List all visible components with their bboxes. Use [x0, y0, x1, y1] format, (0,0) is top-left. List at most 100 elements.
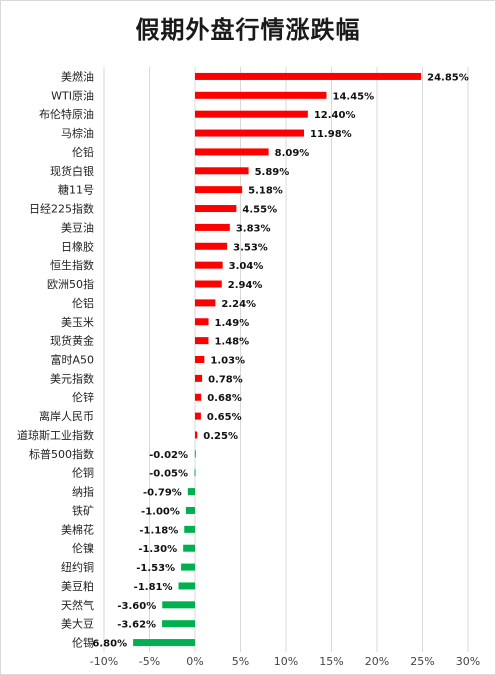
- category-label: 美玉米: [61, 316, 94, 329]
- category-label: 美元指数: [50, 371, 94, 385]
- value-label: -0.79%: [143, 488, 182, 499]
- value-label: 4.55%: [242, 205, 277, 216]
- value-label: 3.53%: [233, 242, 268, 253]
- value-label: -3.62%: [117, 620, 156, 631]
- value-label: 0.25%: [203, 431, 238, 442]
- bar: [195, 356, 205, 363]
- category-label: 欧洲50指: [47, 277, 94, 291]
- bar: [185, 506, 195, 514]
- value-label: 8.09%: [275, 148, 310, 159]
- bar: [195, 393, 202, 401]
- bar: [194, 469, 196, 477]
- category-label: 恒生指数: [50, 258, 94, 272]
- value-label: 5.89%: [255, 167, 290, 178]
- value-label: -0.02%: [149, 450, 188, 461]
- category-label: 美豆粕: [61, 579, 94, 593]
- value-label: 3.83%: [236, 223, 271, 234]
- category-label: 离岸人民币: [39, 409, 94, 423]
- value-label: -3.60%: [117, 601, 156, 612]
- value-label: 24.85%: [427, 72, 469, 83]
- x-tick-label: 0%: [186, 655, 203, 668]
- value-label: 1.48%: [214, 337, 249, 348]
- x-tick-label: 30%: [456, 655, 480, 668]
- category-label: 美燃油: [61, 69, 94, 83]
- value-label: -1.53%: [136, 563, 175, 574]
- bar: [195, 242, 228, 250]
- value-label: -1.30%: [138, 544, 177, 555]
- category-label: 纳指: [72, 485, 94, 499]
- bar: [133, 639, 195, 647]
- bar: [183, 544, 195, 552]
- category-label: WTI原油: [51, 88, 94, 102]
- value-label: 0.65%: [207, 412, 242, 423]
- category-label: 伦铅: [72, 145, 94, 159]
- category-label: 糖11号: [58, 183, 94, 197]
- bar: [195, 318, 209, 326]
- x-tick-label: 25%: [410, 655, 434, 668]
- value-label: -1.00%: [141, 506, 180, 517]
- value-label: 1.49%: [215, 318, 250, 329]
- bar: [162, 601, 195, 609]
- bar: [178, 582, 195, 590]
- bar: [187, 488, 195, 496]
- bar: [195, 167, 249, 175]
- value-label: 6.80%: [92, 639, 127, 650]
- category-label: 道琼斯工业指数: [17, 428, 94, 442]
- x-tick-label: 10%: [274, 655, 298, 668]
- bar: [162, 620, 195, 628]
- value-label: 1.03%: [210, 356, 245, 367]
- value-label: 5.18%: [248, 186, 283, 197]
- chart-title: 假期外盘行情涨跌幅: [135, 16, 361, 44]
- bar: [181, 563, 195, 571]
- value-label: -0.05%: [149, 469, 188, 480]
- category-label: 伦铜: [72, 466, 94, 480]
- bar: [194, 450, 196, 458]
- bar: [195, 280, 222, 288]
- category-label: 天然气: [61, 598, 94, 612]
- bar: [195, 186, 243, 194]
- bar: [195, 148, 269, 156]
- category-label: 纽约铜: [61, 560, 94, 574]
- bar: [195, 110, 308, 118]
- value-label: 0.78%: [208, 374, 243, 385]
- category-label: 美大豆: [61, 617, 94, 631]
- category-label: 伦锡: [72, 636, 94, 650]
- value-label: -1.81%: [134, 582, 173, 593]
- category-label: 美豆油: [61, 220, 94, 234]
- category-label: 美棉花: [61, 522, 94, 536]
- category-label: 伦镍: [72, 541, 94, 555]
- category-label: 伦铝: [72, 296, 94, 310]
- value-label: 3.04%: [229, 261, 264, 272]
- x-tick-label: -5%: [139, 655, 160, 668]
- value-label: 2.94%: [228, 280, 263, 291]
- category-label: 布伦特原油: [39, 107, 94, 121]
- bar: [195, 431, 198, 439]
- value-label: 11.98%: [310, 129, 352, 140]
- value-label: 14.45%: [332, 91, 374, 102]
- bar: [195, 205, 237, 213]
- bar: [195, 223, 230, 231]
- value-label: 12.40%: [314, 110, 356, 121]
- category-label: 铁矿: [72, 504, 94, 517]
- category-label: 伦锌: [72, 390, 94, 404]
- category-label: 日经225指数: [29, 202, 94, 216]
- category-label: 现货黄金: [50, 334, 94, 348]
- x-tick-label: 5%: [232, 655, 249, 668]
- bar: [195, 261, 223, 269]
- bar: [195, 299, 216, 307]
- value-label: -1.18%: [139, 525, 178, 536]
- category-label: 马棕油: [61, 126, 94, 140]
- bar: [195, 412, 201, 420]
- bar: [195, 72, 422, 80]
- bar: [195, 337, 209, 345]
- bar: [195, 129, 305, 137]
- x-tick-label: 20%: [365, 655, 389, 668]
- bar: [195, 374, 203, 382]
- category-label: 日橡胶: [61, 239, 94, 253]
- bar: [184, 525, 195, 533]
- x-tick-label: 15%: [319, 655, 343, 668]
- category-label: 现货白银: [50, 164, 94, 178]
- value-label: 0.68%: [207, 393, 242, 404]
- category-label: 富时A50: [50, 353, 94, 367]
